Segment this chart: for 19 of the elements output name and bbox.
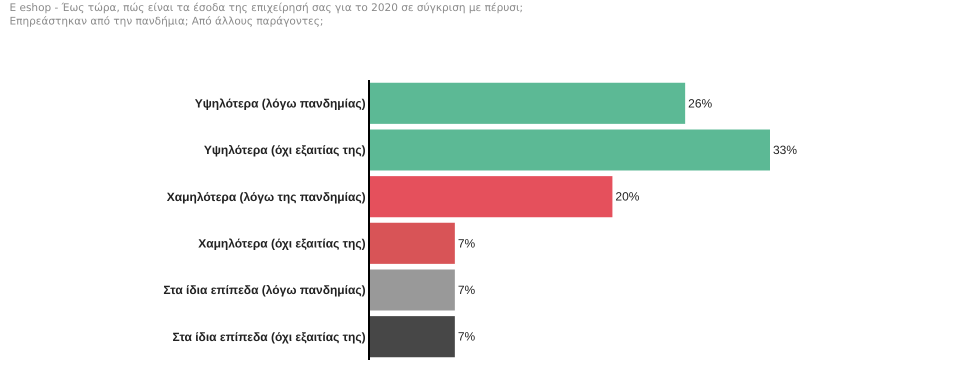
y-tick-label: Χαμηλότερα (όχι εξαιτίας της) <box>198 236 366 251</box>
bar <box>370 316 455 358</box>
bar <box>370 222 455 264</box>
bar <box>370 129 770 171</box>
y-tick-label: Υψηλότερα (όχι εξαιτίας της) <box>204 143 366 158</box>
data-label: 7% <box>458 236 476 250</box>
bar <box>370 176 612 218</box>
y-tick-label: Χαμηλότερα (λόγω της πανδημίας) <box>166 190 366 204</box>
data-label: 7% <box>458 283 476 297</box>
y-tick-label: Στα ίδια επίπεδα (λόγω πανδημίας) <box>163 283 366 298</box>
text: E eshop - Έως τώρα, πώς είναι τα έσοδα της επιχείρησή σας για το 2020 σε σύγκριση με πέρυσι; Επηρεάστηκαν από την πανδήμια; Από άλλους παράγοντες; <box>10 2 524 28</box>
data-label: 26% <box>688 96 712 110</box>
bar <box>370 82 686 124</box>
data-label: 7% <box>458 330 476 344</box>
data-label: 33% <box>773 143 798 157</box>
bar <box>370 269 455 311</box>
y-tick-label: Υψηλότερα (λόγω πανδημίας) <box>194 96 366 111</box>
y-tick-label: Στα ίδια επίπεδα (όχι εξαιτίας της) <box>172 330 366 344</box>
data-label: 20% <box>615 190 640 204</box>
